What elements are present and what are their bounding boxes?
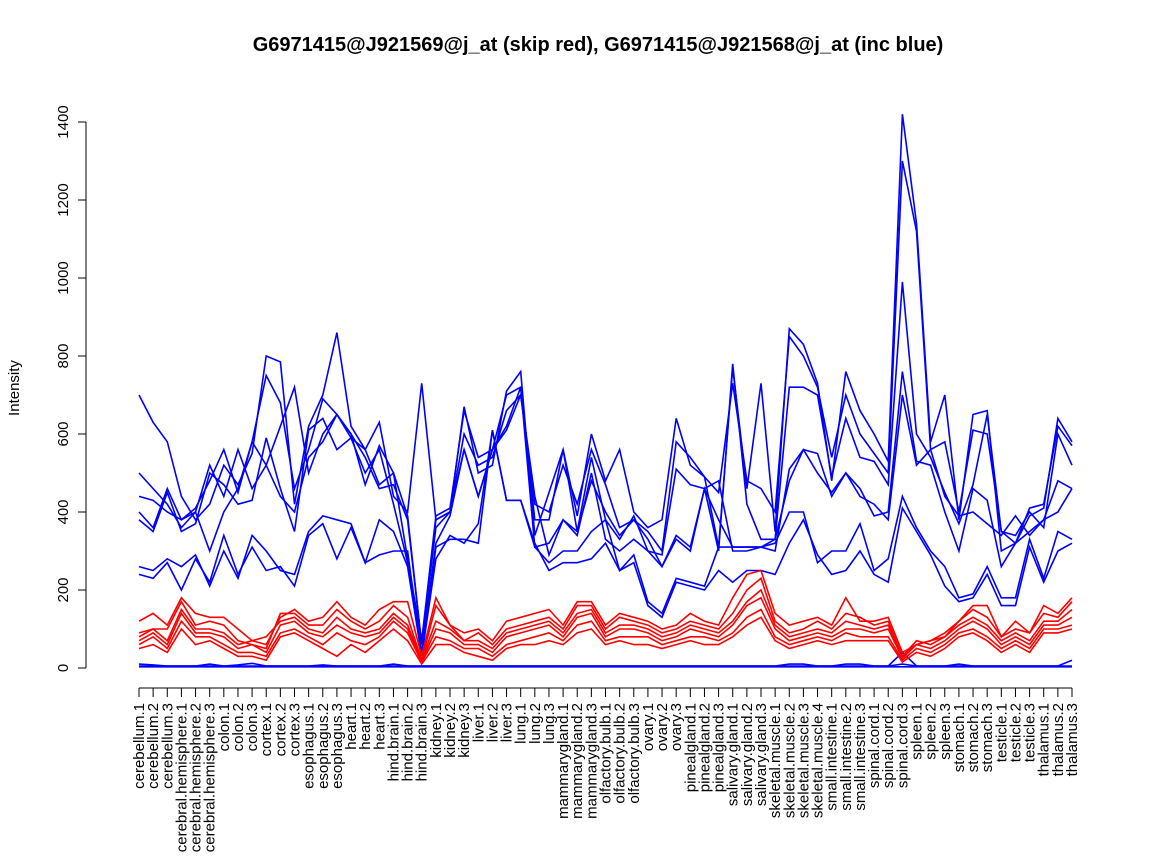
x-tick-label: mammarygland.2 — [569, 703, 586, 819]
x-tick-label: hind.brain.2 — [400, 703, 417, 781]
x-tick-label: thalamus.2 — [1050, 703, 1067, 776]
x-tick-label: cerebral.hemisphere.3 — [202, 703, 219, 852]
x-tick-label: cerebellum.1 — [131, 703, 148, 789]
x-tick-label: heart.1 — [343, 703, 360, 750]
x-tick-label: colon.1 — [216, 703, 233, 751]
x-tick-label: hind.brain.3 — [414, 703, 431, 781]
x-tick-label: liver.2 — [484, 703, 501, 742]
x-tick-label: small.intestine.3 — [852, 703, 869, 811]
inc-series-line — [139, 651, 1072, 667]
x-tick-label: liver.3 — [499, 703, 516, 742]
x-tick-label: olfactory.bulb.2 — [612, 703, 629, 804]
x-tick-label: spinal.cord.3 — [894, 703, 911, 788]
x-tick-label: spinal.cord.2 — [880, 703, 897, 788]
x-tick-label: ovary.3 — [668, 703, 685, 751]
x-tick-label: pinealgland.2 — [696, 703, 713, 792]
x-tick-label: skeletal.muscle.1 — [767, 703, 784, 818]
x-tick-label: lung.1 — [513, 703, 530, 744]
x-tick-label: cortex.2 — [272, 703, 289, 756]
x-tick-label: olfactory.bulb.3 — [626, 703, 643, 804]
x-tick-label: ovary.2 — [654, 703, 671, 751]
x-tick-label: skeletal.muscle.4 — [810, 703, 827, 818]
x-tick-label: salivary.gland.3 — [753, 703, 770, 806]
x-tick-label: stomach.1 — [951, 703, 968, 772]
x-tick-label: skeletal.muscle.3 — [795, 703, 812, 818]
x-tick-label: stomach.3 — [979, 703, 996, 772]
x-tick-label: cortex.3 — [287, 703, 304, 756]
x-tick-label: stomach.2 — [965, 703, 982, 772]
x-tick-label: esophagus.1 — [301, 703, 318, 789]
y-axis: 0 200 400 600 800 1000 1200 1400 — [55, 105, 87, 672]
series-layer — [138, 114, 1073, 668]
x-tick-label: thalamus.1 — [1036, 703, 1053, 776]
x-tick-label: kidney.1 — [428, 703, 445, 758]
skip-series-line — [138, 588, 1073, 663]
y-tick-label: 200 — [55, 577, 72, 602]
inc-series-line — [138, 114, 1073, 553]
x-tick-label: small.intestine.2 — [838, 703, 855, 811]
y-tick-label: 800 — [55, 343, 72, 368]
x-tick-label: mammarygland.3 — [583, 703, 600, 819]
x-tick-label: testicle.2 — [1007, 703, 1024, 762]
inc-series-line — [138, 160, 1073, 645]
x-tick-label: cerebellum.3 — [159, 703, 176, 789]
y-tick-label: 600 — [55, 421, 72, 446]
y-tick-label: 0 — [55, 664, 72, 672]
x-tick-label: salivary.gland.2 — [739, 703, 756, 806]
x-tick-label: spleen.1 — [909, 703, 926, 760]
x-tick-label: small.intestine.1 — [824, 703, 841, 811]
y-tick-label: 1200 — [55, 183, 72, 216]
chart-title: G6971415@J921569@j_at (skip red), G69714… — [253, 34, 944, 56]
x-tick-label: kidney.3 — [456, 703, 473, 758]
x-tick-label: cerebellum.2 — [145, 703, 162, 789]
x-tick-label: cerebral.hemisphere.2 — [188, 703, 205, 852]
x-tick-label: pinealgland.3 — [711, 703, 728, 792]
y-axis-label: Intensity — [6, 360, 23, 416]
skip-series-line — [138, 608, 1073, 664]
skip-series-line — [138, 616, 1073, 666]
x-tick-label: hind.brain.1 — [385, 703, 402, 781]
x-tick-label: esophagus.3 — [329, 703, 346, 789]
x-tick-label: cerebral.hemisphere.1 — [173, 703, 190, 852]
x-tick-label: ovary.1 — [640, 703, 657, 751]
y-tick-label: 1400 — [55, 105, 72, 138]
inc-series-line — [138, 659, 1073, 667]
inc-series-line — [138, 386, 1073, 645]
inc-series-line — [138, 281, 1073, 641]
y-tick-label: 1000 — [55, 261, 72, 294]
x-tick-label: olfactory.bulb.1 — [598, 703, 615, 804]
y-tick-label: 400 — [55, 499, 72, 524]
x-tick-label: liver.1 — [470, 703, 487, 742]
x-tick-label: spleen.3 — [937, 703, 954, 760]
inc-series-line — [138, 429, 1073, 657]
inc-series-line — [138, 371, 1073, 653]
x-tick-label: heart.2 — [357, 703, 374, 750]
x-tick-label: colon.2 — [230, 703, 247, 751]
x-axis: cerebellum.1cerebellum.2cerebellum.3cere… — [131, 687, 1081, 852]
x-tick-label: kidney.2 — [442, 703, 459, 758]
x-tick-label: spleen.2 — [923, 703, 940, 760]
x-tick-label: esophagus.2 — [315, 703, 332, 789]
x-tick-label: colon.3 — [244, 703, 261, 751]
x-tick-label: heart.3 — [371, 703, 388, 750]
x-tick-label: skeletal.muscle.2 — [781, 703, 798, 818]
x-tick-label: pinealgland.1 — [682, 703, 699, 792]
x-tick-label: cortex.1 — [258, 703, 275, 756]
x-tick-label: spinal.cord.1 — [866, 703, 883, 788]
inc-series-line — [138, 429, 1073, 657]
skip-series-line — [138, 596, 1073, 665]
x-tick-label: thalamus.3 — [1064, 703, 1081, 776]
x-tick-label: testicle.3 — [1022, 703, 1039, 762]
x-tick-label: mammarygland.1 — [555, 703, 572, 819]
x-tick-label: lung.2 — [527, 703, 544, 744]
x-tick-label: lung.3 — [541, 703, 558, 744]
x-tick-label: salivary.gland.1 — [725, 703, 742, 806]
x-tick-label: testicle.1 — [993, 703, 1010, 762]
